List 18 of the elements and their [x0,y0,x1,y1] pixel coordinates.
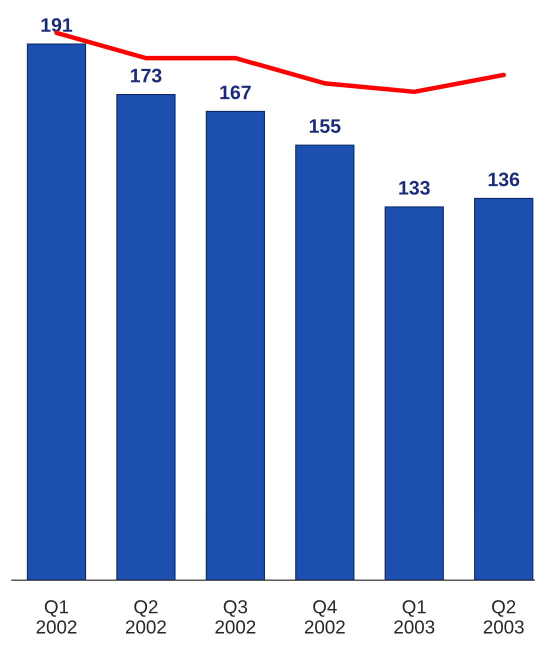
x-tick-label: Q1 2003 [394,600,434,634]
data-label: 155 [310,119,340,133]
bar [206,110,265,580]
data-label: 191 [41,18,72,32]
bar [474,198,534,580]
x-tick-label: Q3 2002 [215,600,256,634]
bar [384,206,444,580]
x-tick-label: Q4 2002 [304,600,345,634]
data-label: 173 [130,68,162,82]
bar [26,44,86,580]
data-label: 167 [220,85,251,100]
x-tick-label: Q1 2002 [36,600,76,634]
data-label: 133 [399,180,430,195]
bar [295,144,354,580]
bar [116,94,176,580]
x-tick-label: Q2 2002 [126,600,166,634]
x-tick-label: Q2 2003 [484,600,524,634]
data-label: 136 [488,172,520,186]
